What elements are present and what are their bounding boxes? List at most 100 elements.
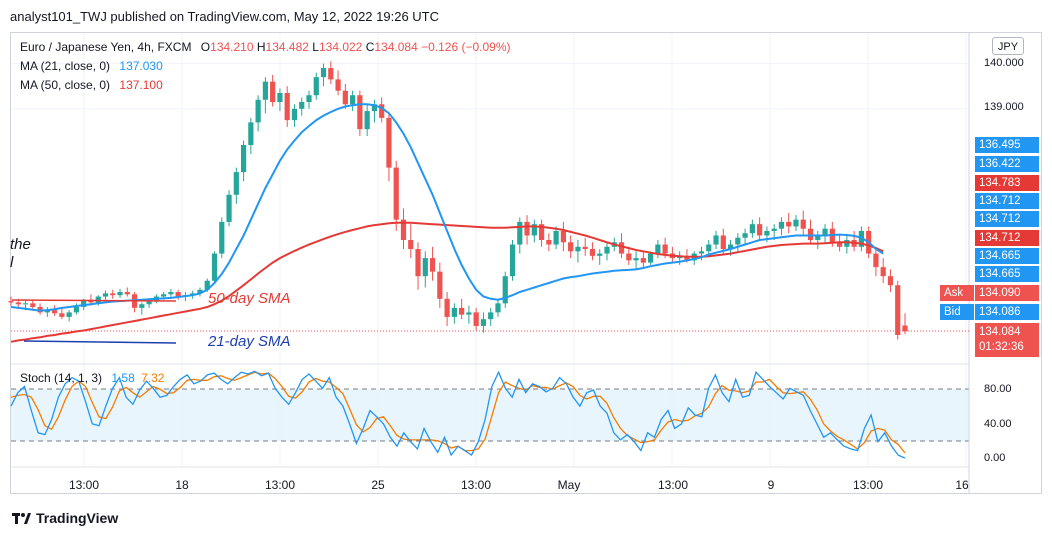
candle-body	[633, 258, 639, 261]
stoch-tick-40: 40.00	[984, 418, 1012, 430]
high-value: 134.482	[265, 40, 309, 54]
candle-body	[422, 258, 428, 277]
candle-body	[15, 302, 21, 305]
candle-body	[364, 111, 370, 130]
candle-body	[662, 244, 668, 254]
open-value: 134.210	[210, 40, 254, 54]
price-tag-4: 134.712	[975, 193, 1039, 209]
candle-body	[771, 228, 777, 231]
candle-body	[495, 303, 501, 313]
candle-body	[110, 293, 116, 296]
candle-body	[219, 221, 225, 254]
candle-body	[538, 224, 545, 240]
candle-body	[517, 221, 523, 245]
price-tag-8: 134.665	[975, 266, 1039, 282]
candle-body	[240, 145, 247, 173]
candle-body	[742, 233, 748, 238]
sma21-line	[10, 103, 884, 312]
candle-body	[255, 99, 261, 123]
candle-body	[531, 224, 537, 236]
candle-body	[727, 244, 734, 250]
candle-body	[306, 95, 312, 103]
candle-body	[502, 276, 508, 304]
candle-body	[168, 292, 174, 295]
chart-frame	[10, 32, 1042, 494]
candle-body	[873, 253, 879, 268]
stoch-k-value: 1.58	[111, 371, 135, 385]
currency-button[interactable]: JPY	[992, 37, 1024, 55]
candle-body	[371, 104, 378, 112]
candle-body	[277, 92, 283, 103]
price-tag-1: 136.495	[975, 137, 1039, 153]
candle-body	[233, 172, 239, 195]
tradingview-logo-icon	[12, 513, 31, 524]
candle-body	[575, 246, 581, 252]
candle-body	[437, 271, 443, 299]
candle-body	[655, 244, 661, 254]
candle-body	[444, 298, 450, 317]
low-value: 134.022	[318, 40, 363, 54]
candle-body	[81, 299, 87, 307]
candle-body	[320, 68, 327, 78]
candle-body	[807, 228, 814, 240]
price-tag-5: 134.712	[975, 211, 1039, 227]
time-label-5: 13:00	[460, 478, 492, 492]
candle-body	[291, 108, 298, 121]
candle-body	[270, 81, 276, 103]
clipped-text-1: the	[10, 236, 31, 253]
candle-body	[887, 276, 894, 286]
candle-body	[350, 95, 356, 105]
candle-body	[466, 312, 472, 315]
ask-label: Ask	[940, 285, 974, 301]
candles-group	[8, 61, 908, 340]
time-label-3: 13:00	[264, 478, 296, 492]
time-label-8: 9	[767, 478, 775, 492]
candle-body	[429, 258, 436, 272]
candle-body	[262, 81, 268, 100]
stoch-tick-0: 0.00	[984, 452, 1006, 464]
candle-body	[793, 219, 799, 227]
candle-body	[684, 255, 690, 261]
candle-body	[197, 289, 203, 294]
time-label-4: 25	[371, 478, 385, 492]
ma50-value: 137.100	[119, 78, 163, 92]
candle-body	[880, 267, 886, 277]
bar-countdown: 01:32:36	[979, 341, 1024, 353]
legend-main: Euro / Japanese Yen, 4h, FXCM O134.210 H…	[20, 40, 511, 54]
candle-body	[211, 253, 218, 281]
price-tag-7: 134.665	[975, 248, 1039, 264]
ohlc-readout: O134.210 H134.482 L134.022 C134.084 −0.1…	[200, 40, 511, 54]
candle-body	[284, 92, 290, 121]
legend-stoch: Stoch (14, 1, 3) 1.58 7.32	[20, 371, 164, 385]
price-tag-2: 136.422	[975, 156, 1039, 172]
candle-body	[822, 228, 828, 236]
candle-body	[713, 235, 719, 245]
candle-body	[73, 306, 80, 313]
price-tag-3: 134.783	[975, 175, 1039, 191]
candle-body	[553, 230, 559, 245]
candle-body	[459, 307, 465, 315]
ma50-label: MA (50, close, 0)	[20, 78, 111, 92]
candle-body	[524, 221, 530, 236]
candle-body	[226, 194, 232, 222]
candle-body	[328, 68, 334, 80]
symbol-label: Euro / Japanese Yen, 4h, FXCM	[20, 40, 192, 54]
candle-body	[640, 258, 646, 263]
candle-body	[698, 251, 705, 254]
candle-body	[648, 253, 654, 263]
candle-body	[299, 102, 305, 109]
candle-body	[52, 310, 58, 314]
candle-body	[473, 312, 479, 326]
stoch-tick-80: 80.00	[984, 383, 1012, 395]
candle-body	[568, 242, 574, 252]
candle-body	[815, 235, 821, 240]
stoch-k-line	[10, 370, 906, 459]
candle-body	[597, 253, 603, 256]
candle-body	[778, 221, 785, 229]
candle-body	[66, 312, 72, 317]
candle-body	[626, 253, 632, 261]
candle-body	[408, 240, 414, 250]
candle-body	[204, 280, 210, 290]
sma50-annotation-line	[11, 299, 177, 302]
